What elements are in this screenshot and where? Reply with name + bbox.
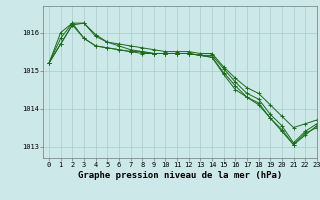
X-axis label: Graphe pression niveau de la mer (hPa): Graphe pression niveau de la mer (hPa) xyxy=(78,171,282,180)
